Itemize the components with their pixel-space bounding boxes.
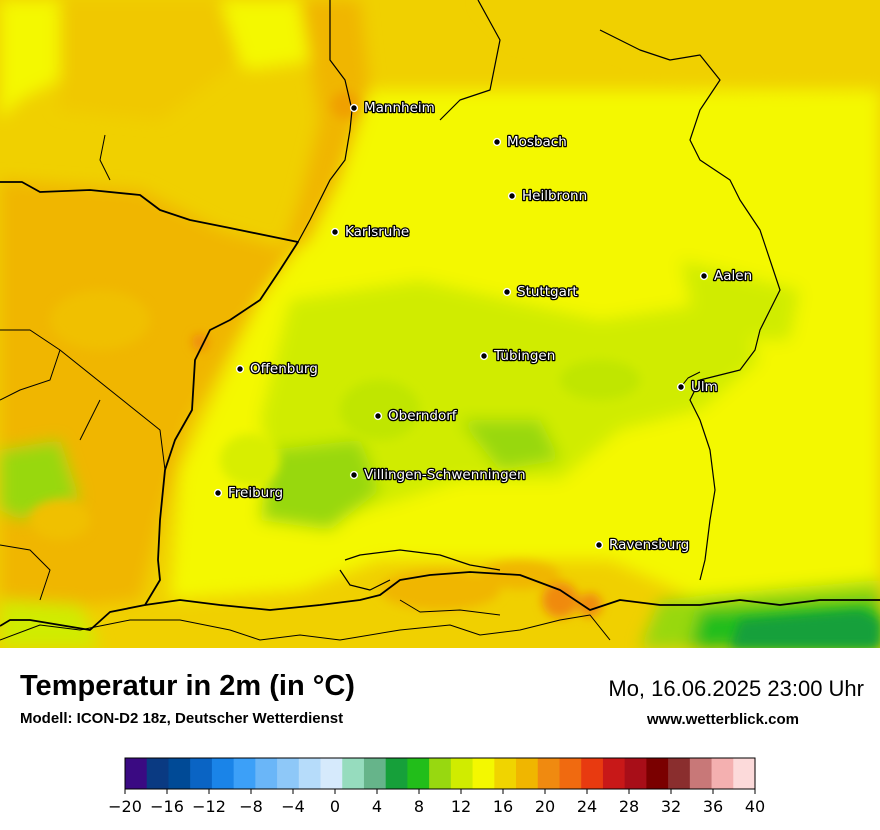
color-scale-tick-label: 12 [451,797,471,816]
city-dot [213,488,223,498]
city-dot [479,351,489,361]
color-scale-tick-label: 24 [577,797,597,816]
color-scale-swatch [450,758,474,789]
color-scale-swatch [298,758,322,789]
color-scale-swatch [363,758,387,789]
city-dot [373,411,383,421]
color-scale-swatch [494,758,517,789]
city-villingen-schwenningen[interactable]: Villingen-Schwenningen [349,466,527,484]
color-scale-swatch [537,758,561,789]
color-scale-tick-label: 20 [535,797,555,816]
color-scale: −20 −16 −12 −8 −4 0 4 8 12 16 20 24 28 32 36 40 [108,757,765,816]
color-scale-frame [124,757,756,790]
city-dot [492,137,502,147]
temperature-detail [30,91,880,648]
color-scale-tick-label: 8 [414,797,424,816]
color-scale-tick-label: 40 [745,797,765,816]
color-scale-swatch [689,758,713,789]
city-ravensburg[interactable]: Ravensburg [594,536,691,554]
temperature-map-svg: Mannheim Mosbach Heilbronn Karlsruhe Aal… [0,0,880,648]
city-label: Villingen-Schwenningen [364,467,526,483]
city-label: Mannheim [364,100,435,116]
color-scale-tick-label: 28 [619,797,639,816]
city-dot [507,191,517,201]
city-label: Heilbronn [522,188,587,204]
city-label: Mosbach [507,134,567,150]
color-scale-swatch [342,758,365,789]
city-label: Offenburg [250,361,318,377]
color-scale-swatch [646,758,669,789]
color-scale-swatch [472,758,495,789]
color-scale-tick-label: 36 [703,797,723,816]
city-markers: Mannheim Mosbach Heilbronn Karlsruhe Aal… [213,99,753,554]
color-scale-ticks: −20 −16 −12 −8 −4 0 4 8 12 16 20 24 28 32 36 40 [108,789,765,816]
city-label: Freiburg [228,485,283,501]
model-info: Modell: ICON-D2 18z, Deutscher Wetterdie… [20,710,344,727]
city-dot [330,227,340,237]
city-label: Aalen [714,268,752,284]
color-scale-tick-label: −4 [281,797,305,816]
color-scale-swatch [211,758,235,789]
color-scale-swatch [233,758,256,789]
city-aalen[interactable]: Aalen [699,267,753,285]
city-stuttgart[interactable]: Stuttgart [502,283,579,301]
city-tuebingen[interactable]: Tübingen [479,347,557,365]
website-link[interactable]: www.wetterblick.com [647,711,799,728]
map-title: Temperatur in 2m (in °C) [20,670,355,702]
color-scale-swatch [429,758,452,789]
color-scale-swatch [711,758,734,789]
city-dot [594,540,604,550]
color-scale-tick-label: −16 [150,797,184,816]
color-scale-tick-label: −12 [192,797,226,816]
color-scale-swatches [125,758,756,789]
color-scale-swatch [277,758,300,789]
city-label: Karlsruhe [345,224,409,240]
color-scale-tick-label: 32 [661,797,681,816]
city-dot [349,470,359,480]
city-label: Ravensburg [609,537,689,553]
color-scale-swatch [125,758,148,789]
color-scale-swatch [602,758,626,789]
city-freiburg[interactable]: Freiburg [213,484,284,502]
city-dot [699,271,709,281]
color-scale-tick-label: −8 [239,797,263,816]
color-scale-swatch [385,758,409,789]
color-scale-swatch [255,758,278,789]
city-oberndorf[interactable]: Oberndorf [373,407,459,425]
color-scale-swatch [407,758,430,789]
color-scale-swatch [146,758,170,789]
color-scale-swatch [516,758,539,789]
city-offenburg[interactable]: Offenburg [235,360,319,378]
color-scale-tick-label: −20 [108,797,142,816]
color-scale-swatch [168,758,191,789]
city-dot [502,287,512,297]
city-dot [235,364,245,374]
color-scale-tick-label: 0 [330,797,340,816]
color-scale-tick-label: 4 [372,797,382,816]
color-scale-swatch [733,758,756,789]
city-heilbronn[interactable]: Heilbronn [507,187,588,205]
color-scale-swatch [320,758,343,789]
color-scale-tick-label: 16 [493,797,513,816]
forecast-datetime: Mo, 16.06.2025 23:00 Uhr [608,676,864,701]
city-dot [676,382,686,392]
city-mannheim[interactable]: Mannheim [349,99,436,117]
city-label: Ulm [691,379,718,395]
borders [0,0,880,641]
city-label: Tübingen [493,348,555,364]
city-label: Stuttgart [517,284,578,300]
color-scale-swatch [624,758,647,789]
color-scale-swatch [559,758,582,789]
city-karlsruhe[interactable]: Karlsruhe [330,223,411,241]
color-scale-swatch [190,758,213,789]
city-mosbach[interactable]: Mosbach [492,133,568,151]
color-scale-swatch [668,758,691,789]
color-scale-swatch [581,758,604,789]
city-label: Oberndorf [388,408,458,424]
city-dot [349,103,359,113]
city-ulm[interactable]: Ulm [676,378,719,396]
